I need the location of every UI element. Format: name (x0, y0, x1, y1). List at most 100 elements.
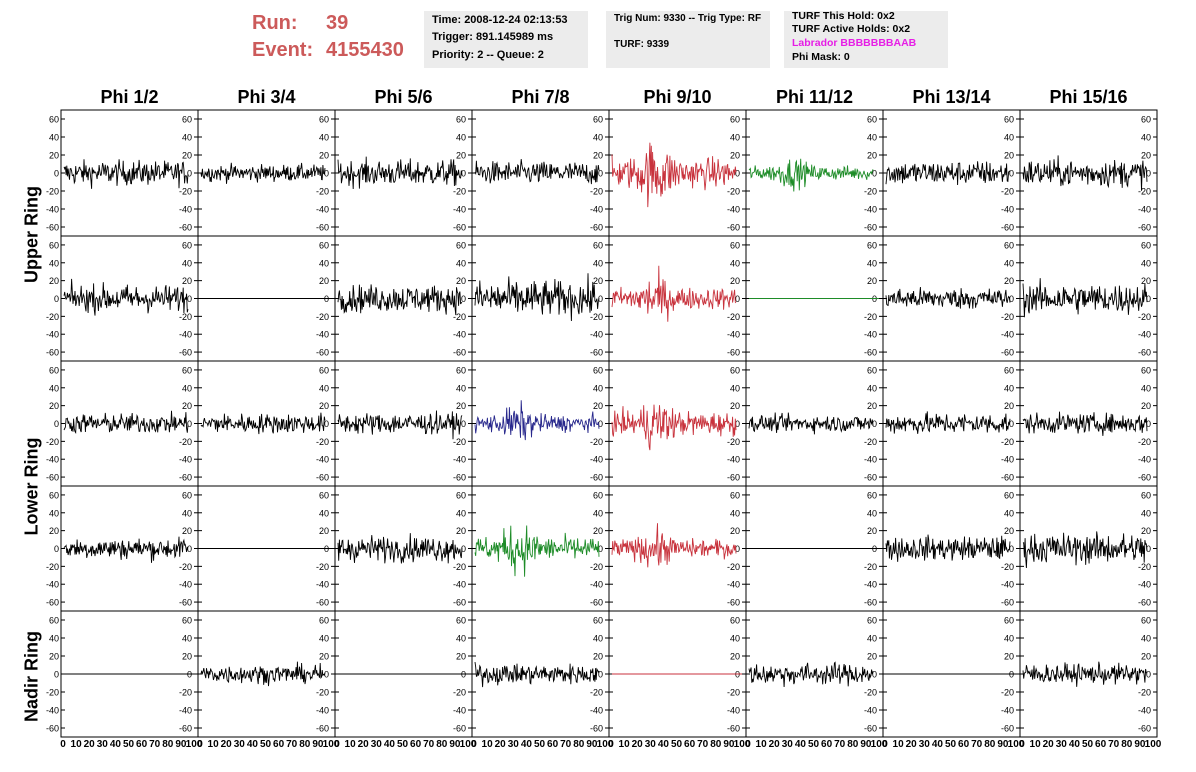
x-tick-label: 70 (1108, 739, 1120, 750)
x-tick-label: 0 (608, 739, 614, 750)
waveform-trace (474, 525, 600, 577)
waveform-trace (337, 284, 463, 316)
y-tick-label: 20 (867, 401, 877, 411)
y-tick-label: 60 (730, 490, 740, 500)
y-tick-label: -60 (864, 724, 877, 734)
waveform-panel-r1-c8: 60 40 20 0 -20 -40 -60 (1019, 109, 1158, 237)
x-tick-label: 70 (834, 739, 846, 750)
y-tick-label: -40 (453, 330, 466, 340)
y-tick-label: 40 (730, 383, 740, 393)
y-tick-label: -20 (316, 187, 329, 197)
y-tick-label: 60 (1141, 365, 1151, 375)
y-tick-label: 20 (182, 526, 192, 536)
waveform-panel-r5-c2: 60 40 20 0 -20 -40 -60 (197, 610, 336, 738)
y-tick-label: 60 (867, 490, 877, 500)
x-tick-label: 50 (671, 739, 683, 750)
y-tick-label: 20 (867, 151, 877, 161)
y-tick-label: -60 (453, 473, 466, 483)
y-tick-label: -60 (179, 473, 192, 483)
run-label: Run: (252, 12, 298, 34)
y-tick-label: 0 (324, 169, 329, 179)
x-tick-label: 50 (945, 739, 957, 750)
y-tick-label: -20 (864, 312, 877, 322)
y-tick-label: 60 (182, 240, 192, 250)
y-tick-label: 20 (319, 151, 329, 161)
x-tick-label: 20 (84, 739, 96, 750)
y-tick-label: 20 (867, 276, 877, 286)
y-tick-label: 60 (730, 240, 740, 250)
x-tick-label: 30 (1056, 739, 1068, 750)
waveform-trace (200, 162, 326, 184)
y-tick-label: 20 (1004, 276, 1014, 286)
waveform-trace (1022, 661, 1148, 687)
y-tick-label: -40 (1001, 205, 1014, 215)
y-tick-label: 20 (319, 652, 329, 662)
y-tick-label: 0 (187, 544, 192, 554)
y-tick-label: 60 (593, 115, 603, 125)
y-tick-label: -60 (727, 724, 740, 734)
y-tick-label: 60 (867, 365, 877, 375)
y-tick-label: 20 (593, 652, 603, 662)
trig-num-text: Trig Num: 9330 -- Trig Type: RF (614, 13, 762, 24)
x-tick-label: 80 (436, 739, 448, 750)
y-tick-label: -60 (316, 348, 329, 358)
x-tick-label: 80 (710, 739, 722, 750)
x-tick-label: 0 (882, 739, 888, 750)
y-tick-label: 40 (1141, 383, 1151, 393)
y-tick-label: -20 (179, 312, 192, 322)
y-tick-label: 20 (182, 652, 192, 662)
y-tick-label: 60 (867, 240, 877, 250)
y-tick-label-left: -40 (46, 580, 59, 590)
x-tick-label: 50 (808, 739, 820, 750)
y-tick-label: -60 (590, 724, 603, 734)
y-tick-label: -40 (590, 455, 603, 465)
y-tick-label: -20 (1001, 688, 1014, 698)
waveform-panel-r1-c6: 60 40 20 0 -20 -40 -60 (745, 109, 884, 237)
y-tick-label-left: 0 (54, 670, 59, 680)
y-tick-label: 0 (735, 670, 740, 680)
x-tick-label: 90 (860, 739, 872, 750)
y-tick-label: -40 (1001, 580, 1014, 590)
x-tick-label: 100 (734, 739, 751, 750)
y-tick-label: -60 (727, 473, 740, 483)
x-tick-label: 90 (586, 739, 598, 750)
y-tick-label: -20 (453, 437, 466, 447)
waveform-panel-r5-c3: 60 40 20 0 -20 -40 -60 (334, 610, 473, 738)
waveform-panel-r4-c6: 60 40 20 0 -20 -40 -60 (745, 485, 884, 612)
waveform-panel-r2-c3: 60 40 20 0 -20 -40 -60 (334, 235, 473, 362)
y-tick-label: -40 (316, 455, 329, 465)
y-tick-label: 40 (1004, 258, 1014, 268)
y-tick-label: -40 (179, 455, 192, 465)
y-tick-label: 40 (593, 508, 603, 518)
y-tick-label: 0 (1009, 169, 1014, 179)
waveform-trace (885, 286, 1011, 309)
waveform-panel-r2-c1: 60 60 40 40 20 20 0 0 -20 -20 -40 -40 -60 -60 (46, 235, 199, 362)
y-tick-label: 0 (872, 670, 877, 680)
waveform-trace (474, 159, 600, 185)
y-tick-label: -20 (1138, 437, 1151, 447)
y-tick-label: -20 (453, 312, 466, 322)
y-tick-label-left: -40 (46, 455, 59, 465)
y-tick-label: 20 (182, 276, 192, 286)
waveform-trace (63, 536, 189, 563)
y-tick-label: -40 (864, 330, 877, 340)
y-tick-label: -60 (590, 348, 603, 358)
waveform-trace (611, 404, 737, 451)
y-tick-label: 20 (1004, 526, 1014, 536)
y-tick-label: -40 (316, 580, 329, 590)
waveform-trace (200, 412, 326, 435)
x-tick-label: 0 (1019, 739, 1025, 750)
waveform-trace (1022, 278, 1148, 318)
waveform-panel-r3-c8: 60 40 20 0 -20 -40 -60 (1019, 360, 1158, 487)
y-tick-label-left: 0 (54, 544, 59, 554)
y-tick-label-left: 20 (49, 276, 59, 286)
y-tick-label-left: 20 (49, 151, 59, 161)
y-tick-label-left: -20 (46, 187, 59, 197)
y-tick-label: -20 (453, 562, 466, 572)
y-tick-label: -20 (1001, 437, 1014, 447)
y-tick-label: 0 (735, 294, 740, 304)
y-tick-label: 40 (867, 634, 877, 644)
y-tick-label: 0 (1146, 169, 1151, 179)
y-tick-label: 0 (187, 169, 192, 179)
